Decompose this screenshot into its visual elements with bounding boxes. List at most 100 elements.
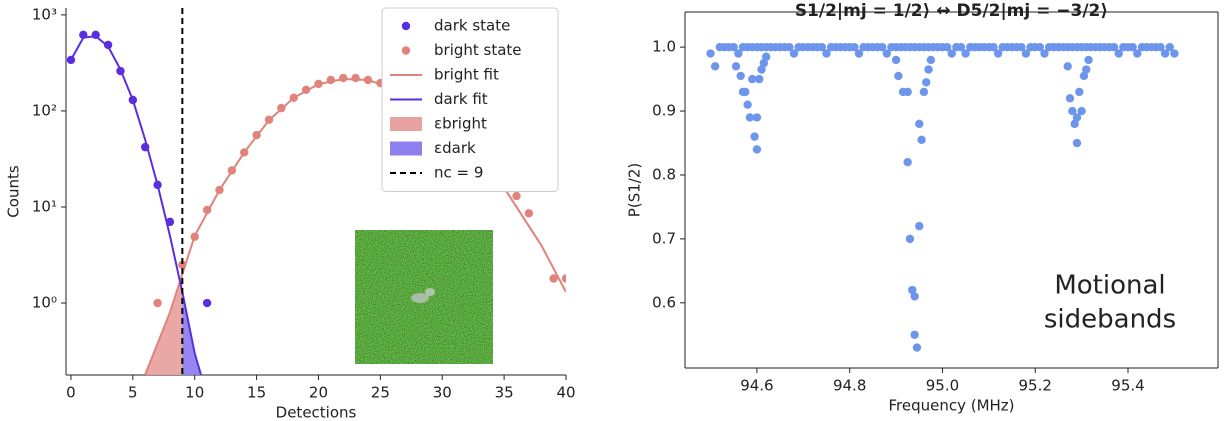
point: [1079, 71, 1089, 81]
point: [512, 191, 521, 201]
point: [919, 87, 929, 97]
point: [1070, 119, 1079, 129]
point: [1072, 113, 1082, 122]
point: [710, 62, 720, 71]
x-tick-label: 40: [556, 384, 575, 402]
point: [524, 209, 534, 218]
y-tick-label: 10³: [32, 5, 57, 23]
point: [989, 42, 998, 52]
point: [789, 49, 799, 58]
point: [734, 49, 743, 58]
point: [264, 115, 274, 124]
point: [910, 330, 919, 339]
point: [339, 73, 348, 83]
legend-label: dark state: [434, 17, 510, 35]
point: [942, 42, 952, 52]
point: [752, 145, 762, 154]
x-tick-label: 94.8: [833, 377, 866, 395]
point: [741, 87, 750, 97]
x-tick-label: 94.6: [740, 377, 773, 395]
point: [1017, 42, 1026, 52]
point: [1072, 138, 1082, 148]
legend-label: bright fit: [434, 66, 499, 84]
point: [1082, 65, 1091, 74]
x-tick-label: 35: [495, 384, 514, 402]
y-tick-label: 0.8: [652, 165, 676, 183]
point: [227, 166, 237, 175]
point: [759, 58, 769, 68]
x-tick-label: 95.4: [1111, 377, 1144, 395]
x-tick-label: 5: [128, 384, 138, 402]
legend-marker: [390, 117, 422, 131]
point: [956, 42, 966, 52]
y-tick-label: 0.6: [652, 293, 676, 311]
chart: 0 5 10 15 20 25 30 35 40 10⁰ 10¹ 10² 10³ Detections Co…: [5, 5, 576, 421]
x-axis-label: Frequency (MHz): [888, 397, 1014, 415]
point: [363, 75, 373, 85]
y-tick-label: 1.0: [652, 38, 676, 56]
x-tick-label: 30: [433, 384, 452, 402]
annotation: Motional: [1054, 271, 1165, 301]
point: [66, 55, 76, 65]
legend-label: bright state: [434, 41, 522, 59]
point: [215, 185, 224, 195]
point: [240, 148, 249, 157]
x-axis-label: Detections: [276, 404, 357, 421]
point: [785, 42, 794, 52]
point: [153, 298, 162, 308]
chart-title: S1/2|mj = 1/2⟩ ↔ D5/2|mj = −3/2⟩: [795, 1, 1108, 21]
point: [924, 65, 933, 74]
point: [757, 65, 766, 74]
legend-box: [381, 7, 559, 192]
point: [1021, 49, 1031, 58]
point: [1128, 42, 1137, 52]
point: [561, 274, 566, 283]
point: [190, 232, 199, 241]
point: [912, 343, 922, 352]
point: [993, 49, 1003, 58]
point: [1114, 49, 1123, 58]
y-tick-label: 0.7: [652, 229, 676, 247]
point: [165, 217, 175, 227]
legend-label: dark fit: [434, 90, 488, 108]
legend-label: nc = 9: [434, 164, 483, 182]
point: [905, 234, 915, 244]
legend-label: εbright: [434, 115, 487, 133]
point: [153, 180, 162, 190]
point: [915, 221, 924, 231]
annotation: sidebands: [1044, 305, 1176, 335]
legend-marker: [401, 46, 411, 55]
point: [326, 75, 336, 85]
point: [1170, 49, 1179, 58]
point: [289, 93, 298, 103]
y-tick-label: 0.9: [652, 102, 676, 120]
point: [202, 205, 212, 215]
point: [549, 274, 558, 283]
chart: 94.6 94.8 95.0 95.2 95.4 0.6 0.7 0.8 0.9 1.0 Frequ…: [626, 11, 1219, 415]
point: [922, 78, 931, 87]
point: [854, 49, 864, 58]
point: [748, 74, 757, 84]
point: [79, 30, 88, 40]
point: [141, 142, 150, 152]
point: [750, 132, 759, 141]
point: [910, 292, 919, 301]
point: [1077, 106, 1086, 116]
point: [1133, 49, 1142, 58]
point: [277, 103, 286, 113]
point: [755, 74, 764, 84]
point: [915, 119, 924, 129]
point: [752, 113, 762, 122]
y-tick-label: 10⁰: [32, 294, 57, 312]
point: [1068, 106, 1077, 116]
point: [894, 71, 903, 81]
point: [128, 95, 138, 105]
plot-area: [706, 42, 1179, 352]
y-tick-label: 10¹: [32, 197, 57, 215]
inset-image: [355, 230, 493, 364]
point: [850, 42, 859, 52]
point: [908, 285, 917, 295]
point: [761, 52, 771, 61]
x-tick-label: 95.0: [926, 377, 959, 395]
point: [961, 49, 970, 58]
